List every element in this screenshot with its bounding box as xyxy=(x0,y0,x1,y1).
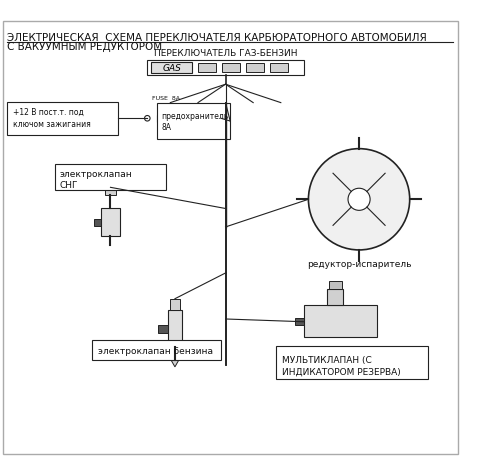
Circle shape xyxy=(308,149,410,250)
Polygon shape xyxy=(171,361,178,367)
Text: редуктор-испаритель: редуктор-испаритель xyxy=(307,259,412,268)
Bar xyxy=(276,346,428,379)
Bar xyxy=(270,64,288,73)
Bar xyxy=(156,103,230,140)
Bar xyxy=(246,64,264,73)
Bar xyxy=(92,340,221,361)
Text: электроклапан
СНГ: электроклапан СНГ xyxy=(60,169,132,190)
Bar xyxy=(158,326,168,333)
Bar xyxy=(198,64,216,73)
Bar xyxy=(156,115,221,123)
Bar xyxy=(8,102,118,136)
Bar xyxy=(94,219,102,227)
Text: +12 В пост.т. под
ключом зажигания: +12 В пост.т. под ключом зажигания xyxy=(13,108,90,129)
Text: FUSE  8A: FUSE 8A xyxy=(152,96,180,100)
Bar xyxy=(294,318,304,326)
Text: электроклапан бензина: электроклапан бензина xyxy=(98,346,212,355)
Text: С ВАКУУМНЫМ РЕДУКТОРОМ: С ВАКУУМНЫМ РЕДУКТОРОМ xyxy=(8,42,162,52)
Bar xyxy=(148,61,304,76)
Bar xyxy=(327,289,344,306)
Text: ЭЛЕКТРИЧЕСКАЯ  СХЕМА ПЕРЕКЛЮЧАТЕЛЯ КАРБЮРАТОРНОГО АВТОМОБИЛЯ: ЭЛЕКТРИЧЕСКАЯ СХЕМА ПЕРЕКЛЮЧАТЕЛЯ КАРБЮР… xyxy=(8,33,427,43)
Bar xyxy=(55,165,166,191)
Bar xyxy=(151,63,192,74)
Bar xyxy=(168,310,182,347)
Text: предохранитель
8А: предохранитель 8А xyxy=(161,111,228,132)
Text: МУЛЬТИКЛАПАН (С
ИНДИКАТОРОМ РЕЗЕРВА): МУЛЬТИКЛАПАН (С ИНДИКАТОРОМ РЕЗЕРВА) xyxy=(282,355,401,376)
Circle shape xyxy=(348,189,370,211)
Bar xyxy=(105,188,116,195)
Text: ПЕРЕКЛЮЧАТЕЛЬ ГАЗ-БЕНЗИН: ПЕРЕКЛЮЧАТЕЛЬ ГАЗ-БЕНЗИН xyxy=(154,49,298,58)
Bar xyxy=(328,282,342,289)
Bar xyxy=(304,306,378,337)
Bar xyxy=(170,299,179,310)
Text: GAS: GAS xyxy=(162,64,181,73)
Bar xyxy=(102,209,119,237)
Bar xyxy=(222,64,240,73)
